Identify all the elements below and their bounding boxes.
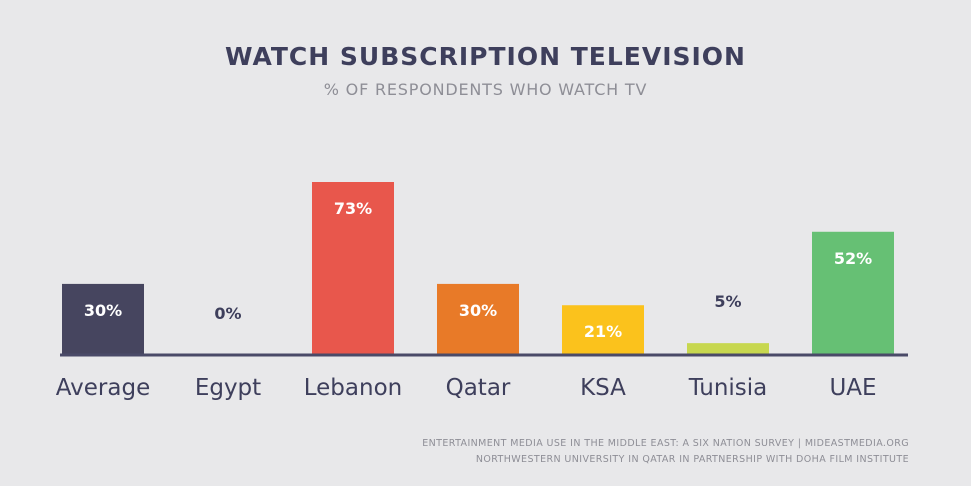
category-label-ksa: KSA [580, 375, 626, 401]
bars-layer [62, 182, 894, 356]
value-label-ksa: 21% [584, 322, 622, 341]
labels-layer: 30% Average 0% Egypt 73% Lebanon 30% Qatar 21% KS… [56, 199, 877, 401]
bar-qatar [437, 283, 519, 355]
value-label-average: 30% [84, 301, 122, 320]
category-label-lebanon: Lebanon [304, 375, 402, 401]
category-label-qatar: Qatar [446, 375, 511, 401]
chart-subtitle: % OF RESPONDENTS WHO WATCH TV [323, 80, 648, 99]
value-label-egypt: 0% [214, 304, 241, 323]
bar-average [62, 283, 144, 355]
value-label-tunisia: 5% [714, 292, 741, 311]
category-label-egypt: Egypt [195, 375, 261, 401]
value-label-qatar: 30% [459, 301, 497, 320]
value-label-lebanon: 73% [334, 199, 372, 218]
bar-tunisia [687, 343, 769, 355]
bar-ksa [562, 305, 644, 355]
category-label-tunisia: Tunisia [688, 375, 768, 401]
chart-title: WATCH SUBSCRIPTION TELEVISION [225, 42, 746, 71]
bar-uae [812, 231, 894, 355]
category-label-average: Average [56, 375, 150, 401]
source-line-2: NORTHWESTERN UNIVERSITY IN QATAR IN PART… [475, 454, 909, 465]
value-label-uae: 52% [834, 249, 872, 268]
category-label-uae: UAE [829, 375, 876, 401]
source-line-1: ENTERTAINMENT MEDIA USE IN THE MIDDLE EA… [422, 438, 909, 449]
bar-lebanon [312, 182, 394, 355]
